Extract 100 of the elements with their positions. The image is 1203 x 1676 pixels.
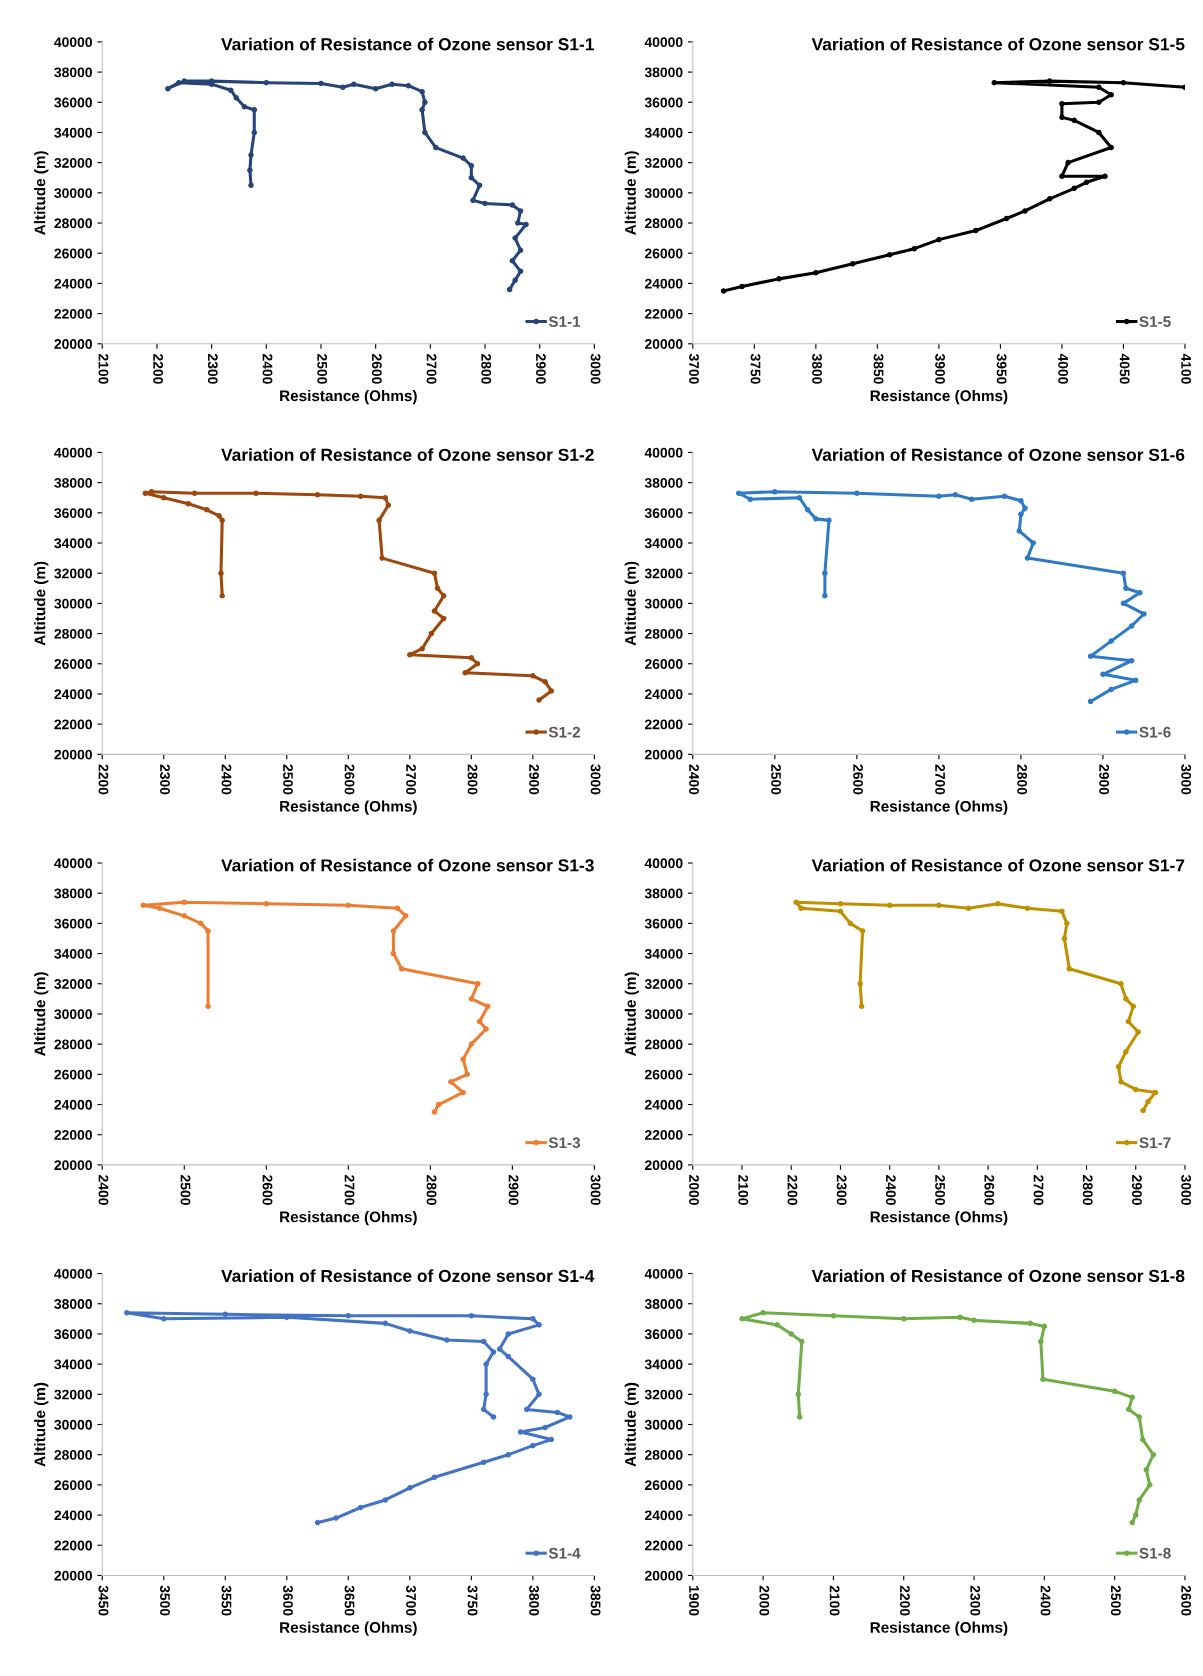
y-tick-label: 40000: [54, 37, 92, 48]
point: [433, 144, 439, 151]
y-tick-label: 28000: [644, 1039, 683, 1050]
point: [382, 1320, 389, 1327]
point: [1016, 528, 1023, 534]
point: [1018, 511, 1024, 518]
y-tick-label: 28000: [54, 1039, 92, 1050]
y-tick-label: 40000: [644, 447, 683, 458]
point: [1030, 540, 1036, 546]
x-tick-label: 3450: [98, 1585, 109, 1616]
y-tick-label: 26000: [54, 248, 92, 259]
x-tick-label: 3650: [344, 1585, 355, 1616]
y-tick-label: 22000: [54, 719, 92, 730]
point: [251, 107, 258, 113]
point: [739, 283, 745, 290]
point: [204, 507, 210, 513]
y-tick-label: 24000: [54, 689, 92, 700]
y-tick-label: 34000: [644, 948, 683, 959]
point: [826, 517, 832, 524]
y-tick-label: 30000: [644, 188, 683, 199]
point: [548, 1436, 555, 1443]
point: [822, 570, 828, 576]
point: [448, 1079, 454, 1085]
x-tick-label: 3700: [689, 353, 699, 384]
y-tick-label: 38000: [644, 477, 683, 488]
y-tick-label: 34000: [644, 127, 683, 138]
y-tick-label: 40000: [644, 858, 683, 869]
x-tick-label: 3950: [996, 353, 1007, 384]
x-tick-label: 2400: [885, 1175, 896, 1205]
point: [1024, 555, 1031, 561]
point: [554, 1409, 561, 1416]
point: [431, 570, 438, 576]
x-tick-label: 4100: [1181, 353, 1192, 384]
y-tick-label: 22000: [644, 308, 683, 319]
y-tick-label: 20000: [54, 749, 92, 760]
point: [900, 1316, 907, 1322]
point: [419, 88, 425, 95]
chart-title: Variation of Resistance of Ozone sensor S1-4: [221, 1269, 595, 1283]
point: [422, 99, 428, 106]
point: [523, 221, 529, 228]
point: [496, 1346, 503, 1352]
point: [394, 905, 401, 912]
point: [165, 85, 171, 92]
y-tick-label: 38000: [54, 67, 92, 78]
point: [1096, 99, 1102, 106]
y-tick-label: 32000: [54, 157, 92, 168]
point: [475, 980, 481, 987]
x-tick-label: 2200: [98, 764, 109, 795]
point: [1141, 611, 1147, 617]
chart-title: Variation of Resistance of Ozone sensor S1-3: [221, 858, 594, 872]
y-tick-label: 26000: [644, 1069, 683, 1080]
point: [253, 490, 259, 496]
y-tick-label: 34000: [644, 538, 683, 549]
legend-label: S1-5: [1139, 316, 1171, 328]
point: [1096, 84, 1102, 90]
point: [434, 585, 441, 592]
x-tick-label: 1900: [689, 1586, 699, 1616]
point: [181, 913, 188, 919]
point: [548, 688, 555, 694]
point: [440, 593, 447, 599]
point: [739, 1316, 745, 1322]
point: [462, 670, 468, 676]
point: [536, 697, 542, 703]
point: [813, 516, 819, 522]
point: [1071, 185, 1078, 192]
point: [517, 247, 524, 253]
point: [1120, 570, 1127, 576]
point: [402, 913, 409, 919]
y-tick-label: 36000: [54, 918, 92, 929]
point: [407, 1485, 413, 1491]
x-tick-label: 2200: [153, 353, 164, 384]
x-tick-label: 3850: [873, 353, 884, 384]
point: [474, 660, 481, 667]
point: [251, 129, 258, 136]
point: [936, 902, 942, 909]
chart-title: Variation of Resistance of Ozone sensor S1-2: [221, 448, 594, 461]
point: [530, 1316, 536, 1322]
x-tick-label: 2500: [283, 764, 293, 795]
point: [227, 87, 234, 93]
point: [176, 79, 182, 86]
x-tick-label: 2600: [984, 1175, 995, 1205]
x-tick-label: 2600: [371, 353, 382, 384]
point: [390, 928, 397, 934]
point: [1096, 129, 1102, 136]
point: [886, 251, 893, 258]
y-tick-label: 32000: [644, 568, 683, 579]
point: [1108, 686, 1114, 693]
y-tick-label: 26000: [54, 1069, 92, 1080]
point: [536, 1391, 542, 1398]
point: [720, 288, 727, 294]
point: [431, 1109, 438, 1115]
point: [222, 1311, 229, 1318]
point: [517, 208, 524, 214]
point: [345, 902, 352, 909]
y-tick-label: 32000: [644, 979, 683, 989]
x-tick-label: 3000: [590, 764, 601, 795]
point: [798, 905, 804, 912]
y-tick-label: 38000: [644, 67, 683, 78]
x-tick-label: 2300: [160, 764, 170, 795]
y-axis-title: Altitude (m): [34, 972, 49, 1056]
